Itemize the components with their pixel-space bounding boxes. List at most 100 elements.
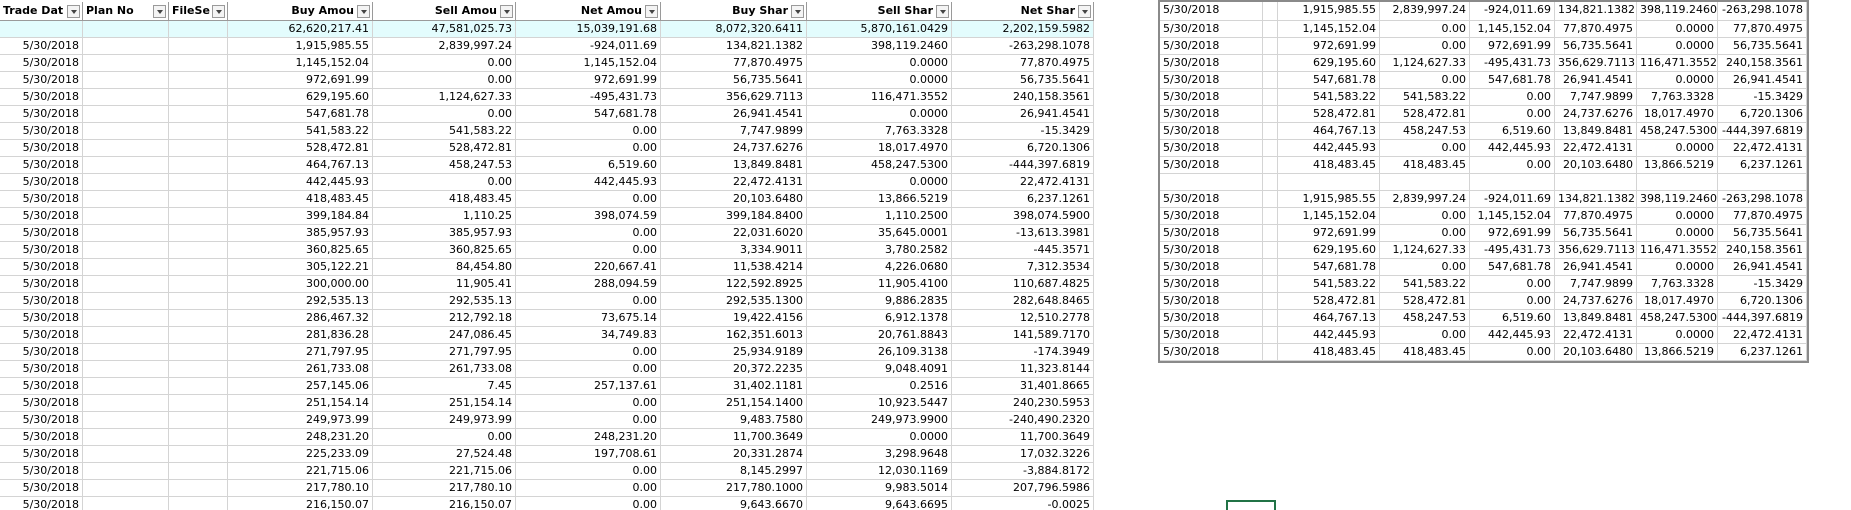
number-cell[interactable]: 56,735.5641 xyxy=(661,72,807,89)
number-cell[interactable]: 0.00 xyxy=(516,123,661,140)
date-cell[interactable]: 5/30/2018 xyxy=(1160,344,1263,361)
number-cell[interactable]: 240,230.5953 xyxy=(952,395,1094,412)
date-cell[interactable]: 5/30/2018 xyxy=(0,395,83,412)
number-cell[interactable]: 547,681.78 xyxy=(1470,259,1555,276)
number-cell[interactable]: 9,643.6670 xyxy=(661,497,807,510)
number-cell[interactable]: 0.00 xyxy=(1380,327,1470,344)
filter-button[interactable] xyxy=(357,5,370,18)
date-cell[interactable]: 5/30/2018 xyxy=(0,225,83,242)
number-cell[interactable]: 0.00 xyxy=(516,225,661,242)
number-cell[interactable]: 249,973.99 xyxy=(228,412,373,429)
number-cell[interactable]: 22,472.4131 xyxy=(1555,327,1637,344)
number-cell[interactable]: 1,110.2500 xyxy=(807,208,952,225)
number-cell[interactable]: -495,431.73 xyxy=(1470,242,1555,259)
column-header[interactable]: Sell Amou xyxy=(373,2,516,21)
number-cell[interactable]: 6,720.1306 xyxy=(1718,293,1807,310)
date-cell[interactable]: 5/30/2018 xyxy=(1160,38,1263,55)
number-cell[interactable]: 31,402.1181 xyxy=(661,378,807,395)
date-cell[interactable]: 5/30/2018 xyxy=(0,38,83,55)
number-cell[interactable]: 972,691.99 xyxy=(1470,38,1555,55)
number-cell[interactable]: 221,715.06 xyxy=(373,463,516,480)
number-cell[interactable]: 0.00 xyxy=(1470,276,1555,293)
number-cell[interactable]: 0.00 xyxy=(516,395,661,412)
number-cell[interactable]: -13,613.3981 xyxy=(952,225,1094,242)
filter-button[interactable] xyxy=(153,5,166,18)
date-cell[interactable]: 5/30/2018 xyxy=(1160,89,1263,106)
filter-button[interactable] xyxy=(67,5,80,18)
number-cell[interactable]: 0.00 xyxy=(516,242,661,259)
date-cell[interactable]: 5/30/2018 xyxy=(0,480,83,497)
number-cell[interactable]: 17,032.3226 xyxy=(952,446,1094,463)
number-cell[interactable]: 0.0000 xyxy=(1637,225,1718,242)
number-cell[interactable]: 22,031.6020 xyxy=(661,225,807,242)
number-cell[interactable]: 26,109.3138 xyxy=(807,344,952,361)
number-cell[interactable]: 13,849.8481 xyxy=(1555,123,1637,140)
number-cell[interactable]: 398,119.2460 xyxy=(1637,2,1718,21)
number-cell[interactable]: 0.00 xyxy=(373,174,516,191)
number-cell[interactable]: 1,915,985.55 xyxy=(1278,2,1380,21)
number-cell[interactable]: 22,472.4131 xyxy=(661,174,807,191)
number-cell[interactable]: 56,735.5641 xyxy=(1718,225,1807,242)
number-cell[interactable]: 26,941.4541 xyxy=(661,106,807,123)
number-cell[interactable]: 629,195.60 xyxy=(228,89,373,106)
date-cell[interactable]: 5/30/2018 xyxy=(0,378,83,395)
number-cell[interactable]: 11,905.4100 xyxy=(807,276,952,293)
number-cell[interactable]: 0.00 xyxy=(1470,106,1555,123)
number-cell[interactable]: 225,233.09 xyxy=(228,446,373,463)
number-cell[interactable]: 541,583.22 xyxy=(1380,89,1470,106)
number-cell[interactable]: 0.0000 xyxy=(807,106,952,123)
date-cell[interactable]: 5/30/2018 xyxy=(0,242,83,259)
filter-button[interactable] xyxy=(936,5,949,18)
number-cell[interactable]: 134,821.1382 xyxy=(661,38,807,55)
number-cell[interactable]: 22,472.4131 xyxy=(952,174,1094,191)
number-cell[interactable]: 418,483.45 xyxy=(1380,344,1470,361)
number-cell[interactable]: 116,471.3552 xyxy=(1637,55,1718,72)
number-cell[interactable]: 629,195.60 xyxy=(1278,242,1380,259)
filter-button[interactable] xyxy=(1078,5,1091,18)
filter-button[interactable] xyxy=(212,5,225,18)
number-cell[interactable]: 547,681.78 xyxy=(1278,259,1380,276)
number-cell[interactable]: 271,797.95 xyxy=(228,344,373,361)
number-cell[interactable]: 1,124,627.33 xyxy=(1380,242,1470,259)
number-cell[interactable]: 13,866.5219 xyxy=(1637,157,1718,174)
number-cell[interactable]: 31,401.8665 xyxy=(952,378,1094,395)
number-cell[interactable]: 141,589.7170 xyxy=(952,327,1094,344)
number-cell[interactable]: -15.3429 xyxy=(1718,89,1807,106)
number-cell[interactable]: -240,490.2320 xyxy=(952,412,1094,429)
number-cell[interactable]: 77,870.4975 xyxy=(1718,21,1807,38)
number-cell[interactable]: 34,749.83 xyxy=(516,327,661,344)
number-cell[interactable]: 217,780.1000 xyxy=(661,480,807,497)
number-cell[interactable]: 0.00 xyxy=(373,55,516,72)
number-cell[interactable]: 541,583.22 xyxy=(228,123,373,140)
number-cell[interactable]: -174.3949 xyxy=(952,344,1094,361)
number-cell[interactable]: 1,124,627.33 xyxy=(1380,55,1470,72)
number-cell[interactable]: 0.00 xyxy=(516,497,661,510)
number-cell[interactable]: 26,941.4541 xyxy=(952,106,1094,123)
number-cell[interactable]: 972,691.99 xyxy=(516,72,661,89)
number-cell[interactable]: 0.00 xyxy=(516,361,661,378)
number-cell[interactable]: 458,247.53 xyxy=(1380,310,1470,327)
number-cell[interactable]: 11,905.41 xyxy=(373,276,516,293)
number-cell[interactable]: 20,103.6480 xyxy=(661,191,807,208)
number-cell[interactable]: 12,510.2778 xyxy=(952,310,1094,327)
number-cell[interactable]: 7,312.3534 xyxy=(952,259,1094,276)
number-cell[interactable]: 249,973.99 xyxy=(373,412,516,429)
number-cell[interactable]: 464,767.13 xyxy=(228,157,373,174)
number-cell[interactable]: -3,884.8172 xyxy=(952,463,1094,480)
number-cell[interactable]: 197,708.61 xyxy=(516,446,661,463)
number-cell[interactable]: 77,870.4975 xyxy=(1718,208,1807,225)
number-cell[interactable]: 77,870.4975 xyxy=(1555,208,1637,225)
number-cell[interactable]: 7,763.3328 xyxy=(1637,89,1718,106)
number-cell[interactable]: 356,629.7113 xyxy=(1555,55,1637,72)
number-cell[interactable]: 464,767.13 xyxy=(1278,123,1380,140)
column-header[interactable]: Net Shar xyxy=(952,2,1094,21)
date-cell[interactable]: 5/30/2018 xyxy=(1160,310,1263,327)
number-cell[interactable]: 0.00 xyxy=(516,191,661,208)
column-header[interactable]: Buy Amou xyxy=(228,2,373,21)
number-cell[interactable]: 9,886.2835 xyxy=(807,293,952,310)
number-cell[interactable]: 458,247.5300 xyxy=(1637,123,1718,140)
number-cell[interactable]: 1,124,627.33 xyxy=(373,89,516,106)
number-cell[interactable]: 356,629.7113 xyxy=(1555,242,1637,259)
number-cell[interactable]: 464,767.13 xyxy=(1278,310,1380,327)
number-cell[interactable]: 2,839,997.24 xyxy=(1380,2,1470,21)
